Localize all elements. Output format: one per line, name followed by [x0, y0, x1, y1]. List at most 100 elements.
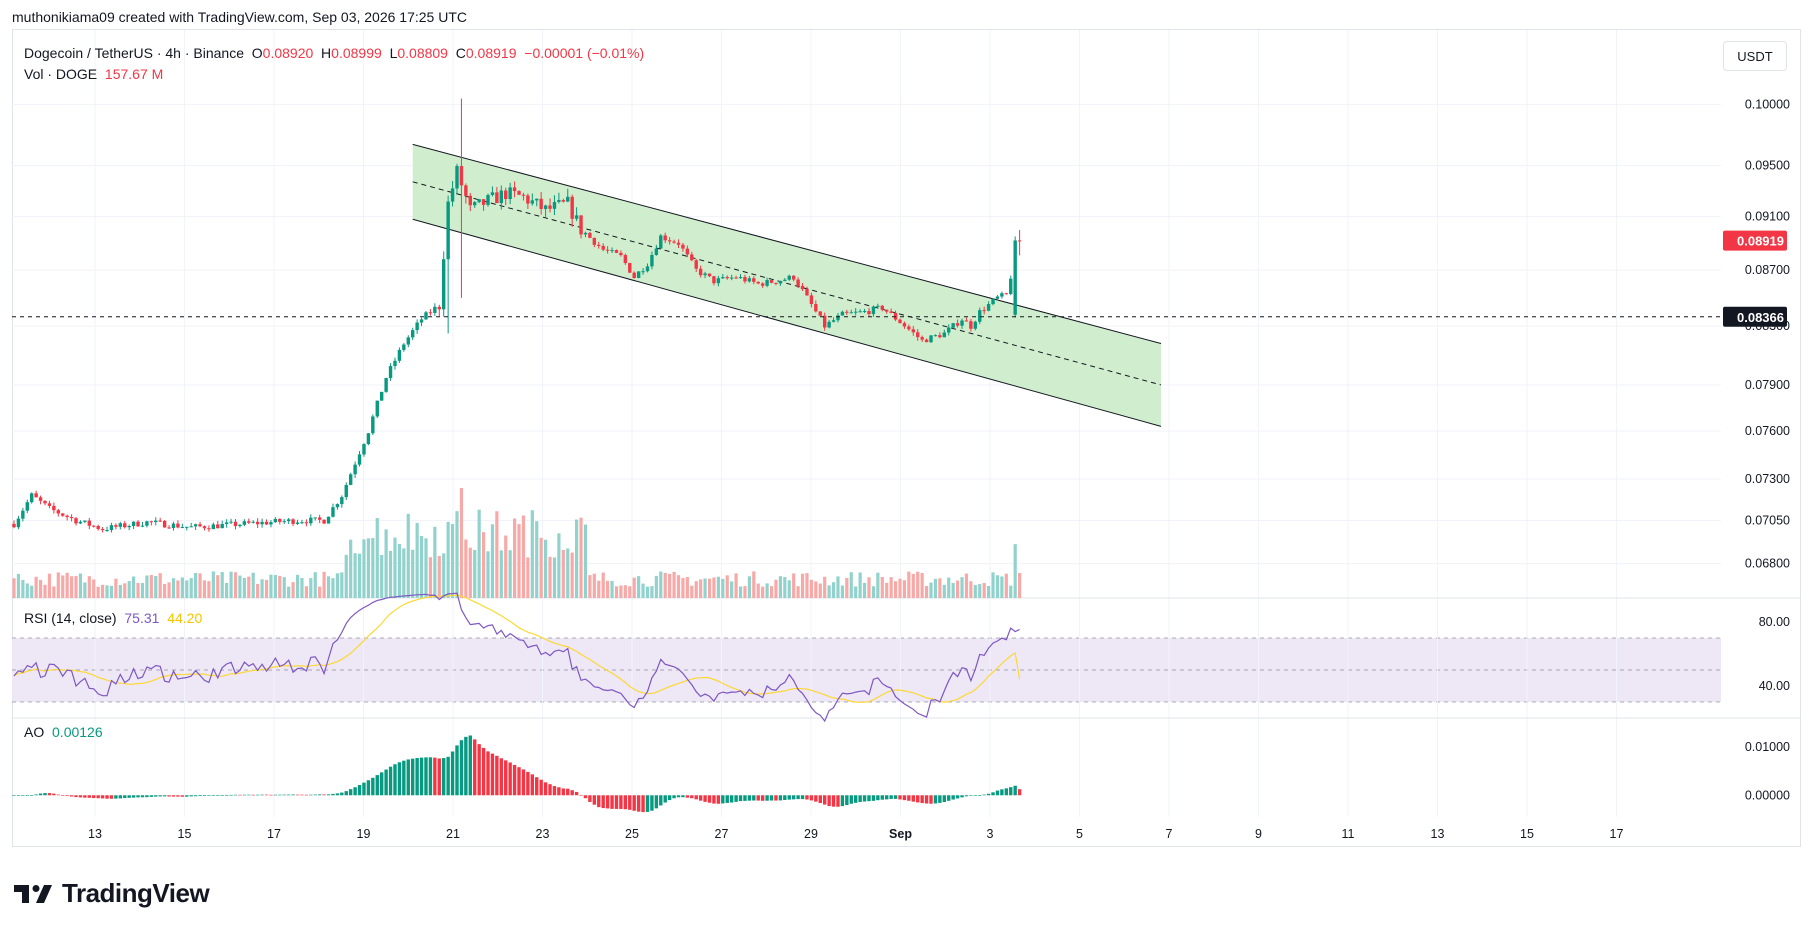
- ao-bar: [406, 759, 410, 796]
- tradingview-logo[interactable]: TradingView: [14, 878, 210, 909]
- volume-bar: [247, 576, 251, 598]
- candle-body: [721, 277, 725, 279]
- candle-body: [543, 205, 548, 209]
- candle-body: [659, 235, 663, 249]
- candle-body: [105, 530, 109, 532]
- volume-bar: [92, 579, 96, 598]
- candle-body: [47, 503, 52, 506]
- ao-bar: [167, 795, 171, 797]
- volume-bar: [101, 584, 105, 598]
- ao-bar: [738, 795, 743, 802]
- candle-body: [916, 332, 920, 338]
- candle-body: [348, 474, 353, 485]
- candle-body: [623, 255, 628, 264]
- ao-bar: [1009, 787, 1013, 796]
- ao-bar: [335, 793, 340, 796]
- candle-body: [809, 295, 814, 305]
- volume-bar: [933, 578, 938, 598]
- volume-bar: [960, 577, 964, 598]
- candle-body: [636, 271, 641, 278]
- volume-bar: [340, 572, 344, 598]
- volume-label[interactable]: Vol · DOGE: [24, 66, 98, 82]
- ao-bar: [114, 795, 118, 799]
- ao-bar: [282, 794, 286, 796]
- candle-body: [171, 523, 176, 529]
- ao-bar: [477, 744, 481, 796]
- candle-body: [827, 321, 831, 328]
- candle-body: [747, 278, 752, 282]
- chart-frame: [12, 29, 1801, 847]
- candle-body: [787, 275, 791, 280]
- candle-body: [694, 260, 698, 269]
- volume-bar: [495, 511, 499, 598]
- candle-body: [397, 349, 402, 361]
- time-tick-label: 17: [267, 827, 281, 841]
- volume-bar: [685, 577, 689, 598]
- rsi-legend: RSI (14, close) 75.31 44.20: [24, 610, 202, 626]
- time-tick-label: 9: [1255, 827, 1262, 841]
- time-tick-label: 25: [625, 827, 639, 841]
- volume-bar: [402, 548, 406, 598]
- rsi-label[interactable]: RSI (14, close): [24, 610, 117, 626]
- volume-bar: [273, 575, 277, 598]
- ao-bar: [557, 787, 561, 796]
- candle-body: [504, 190, 508, 200]
- candle-body: [393, 360, 397, 367]
- volume-bar: [459, 488, 464, 598]
- symbol-label[interactable]: Dogecoin / TetherUS · 4h · Binance: [24, 45, 244, 61]
- volume-bar: [105, 585, 109, 598]
- candle-body: [960, 320, 964, 326]
- volume-bar: [43, 584, 47, 598]
- volume-bar: [738, 586, 743, 598]
- ao-bar: [481, 747, 486, 796]
- ao-bar: [765, 795, 769, 801]
- volume-bar: [530, 510, 534, 598]
- rsi-value: 75.31: [124, 610, 160, 626]
- candle-body: [557, 200, 561, 202]
- volume-bar: [38, 579, 43, 598]
- ao-bar: [264, 794, 269, 796]
- volume-bar: [699, 579, 703, 598]
- volume-bar: [83, 582, 87, 598]
- candle-body: [247, 521, 251, 523]
- volume-bar: [424, 538, 428, 598]
- volume-bar: [734, 573, 738, 598]
- volume-bar: [721, 578, 725, 598]
- ao-label[interactable]: AO: [24, 724, 45, 740]
- candle-body: [158, 520, 162, 522]
- ao-bar: [269, 794, 273, 796]
- ao-bar: [889, 795, 893, 799]
- candle-body: [867, 311, 871, 315]
- ao-bar: [831, 795, 836, 807]
- candle-body: [858, 311, 862, 313]
- ao-bar: [725, 795, 729, 803]
- candle-body: [991, 298, 995, 305]
- ao-bar: [317, 794, 322, 796]
- candle-body: [951, 323, 955, 328]
- candle-body: [690, 254, 694, 261]
- ao-bar: [610, 795, 614, 809]
- candle-body: [579, 215, 583, 235]
- ao-bar: [650, 795, 654, 811]
- candle-body: [650, 254, 654, 267]
- candle-body: [1004, 293, 1009, 295]
- currency-button[interactable]: USDT: [1723, 41, 1787, 71]
- ao-bar: [366, 780, 371, 796]
- low-label: L: [389, 45, 398, 61]
- ao-bar: [592, 795, 597, 805]
- ao-bar: [87, 795, 92, 798]
- candle-body: [995, 296, 1000, 299]
- candle-body: [800, 285, 805, 290]
- ao-bar: [131, 795, 136, 798]
- ao-bar: [986, 793, 991, 796]
- candle-body: [211, 524, 216, 530]
- ao-bar: [982, 794, 986, 796]
- ao-bar: [393, 764, 397, 796]
- volume-bar: [969, 581, 973, 598]
- volume-bar: [978, 584, 982, 598]
- candle-body: [100, 528, 105, 531]
- candle-body: [371, 416, 375, 434]
- volume-bar: [349, 539, 353, 598]
- candle-body: [242, 521, 247, 525]
